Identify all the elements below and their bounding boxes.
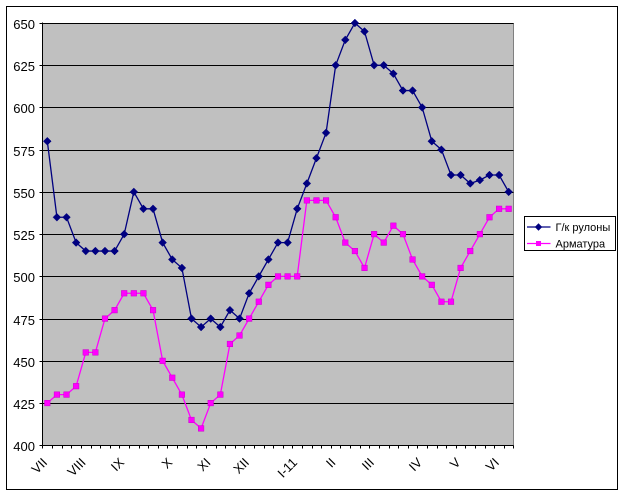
svg-text:425: 425: [13, 397, 35, 412]
svg-text:650: 650: [13, 17, 35, 32]
svg-text:600: 600: [13, 101, 35, 116]
svg-text:Г/к рулоны: Г/к рулоны: [556, 222, 611, 234]
svg-text:575: 575: [13, 144, 35, 159]
svg-text:550: 550: [13, 186, 35, 201]
svg-text:475: 475: [13, 313, 35, 328]
svg-text:450: 450: [13, 355, 35, 370]
svg-text:500: 500: [13, 270, 35, 285]
svg-text:525: 525: [13, 228, 35, 243]
svg-text:Арматура: Арматура: [556, 238, 607, 250]
svg-text:625: 625: [13, 59, 35, 74]
svg-text:400: 400: [13, 439, 35, 454]
